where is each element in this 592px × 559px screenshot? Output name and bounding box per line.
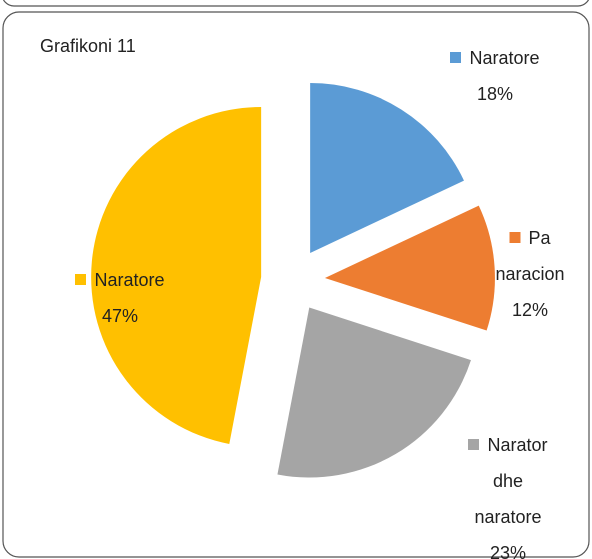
pie-slice xyxy=(310,82,464,253)
data-label: Naratore 18% xyxy=(420,40,570,112)
value-label: 47% xyxy=(101,306,139,326)
category-label: Pa naracion xyxy=(495,228,565,284)
data-label: Naratore 47% xyxy=(50,262,190,334)
chart-frame xyxy=(2,11,590,558)
category-label: Naratore xyxy=(469,48,540,68)
pie-slice xyxy=(277,307,471,478)
category-label: Narator dhe naratore xyxy=(474,435,548,527)
pie-slice xyxy=(324,205,495,331)
legend-marker xyxy=(468,439,480,450)
data-label: Narator dhe naratore 23% xyxy=(458,427,558,559)
legend-marker xyxy=(450,52,462,63)
chart-title: Grafikoni 11 xyxy=(40,36,136,56)
pie-slice xyxy=(91,106,262,444)
legend-marker xyxy=(509,232,521,243)
data-label: Pa naracion 12% xyxy=(483,220,578,328)
value-label: 18% xyxy=(476,84,514,104)
legend-marker xyxy=(75,274,87,285)
value-label: 23% xyxy=(489,543,527,559)
previous-frame xyxy=(2,0,590,7)
category-label: Naratore xyxy=(94,270,165,290)
value-label: 12% xyxy=(511,300,549,320)
